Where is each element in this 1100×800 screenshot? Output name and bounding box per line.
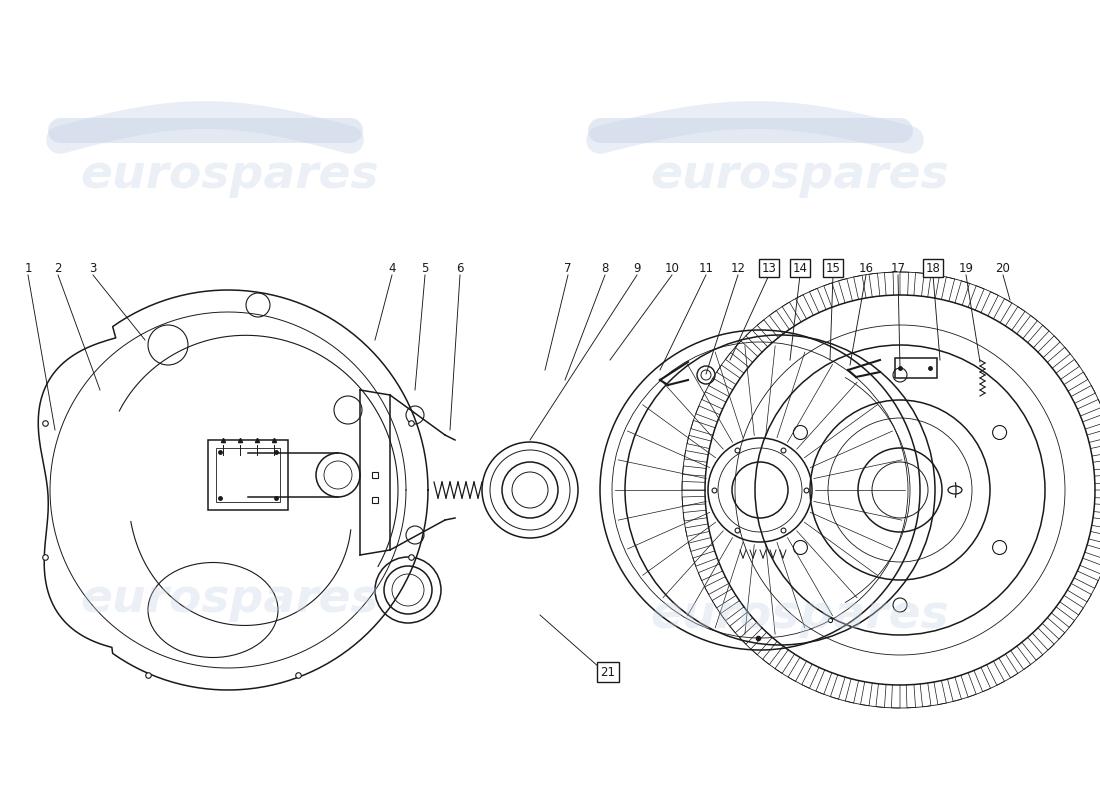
Text: 21: 21 bbox=[601, 666, 616, 678]
Text: 1: 1 bbox=[24, 262, 32, 274]
Text: 2: 2 bbox=[54, 262, 62, 274]
Text: 17: 17 bbox=[891, 262, 905, 274]
Text: 8: 8 bbox=[602, 262, 608, 274]
Text: eurospares: eurospares bbox=[651, 153, 949, 198]
Text: 11: 11 bbox=[698, 262, 714, 274]
Text: 7: 7 bbox=[564, 262, 572, 274]
Text: 3: 3 bbox=[89, 262, 97, 274]
Text: 5: 5 bbox=[421, 262, 429, 274]
Text: 4: 4 bbox=[388, 262, 396, 274]
Text: 19: 19 bbox=[958, 262, 974, 274]
Text: 15: 15 bbox=[826, 262, 840, 274]
Text: 20: 20 bbox=[996, 262, 1011, 274]
Text: 18: 18 bbox=[925, 262, 940, 274]
Text: 6: 6 bbox=[456, 262, 464, 274]
Bar bbox=[895, 358, 937, 378]
Text: 12: 12 bbox=[730, 262, 746, 274]
Text: eurospares: eurospares bbox=[651, 593, 949, 638]
Text: 13: 13 bbox=[761, 262, 777, 274]
Text: 10: 10 bbox=[664, 262, 680, 274]
Text: 9: 9 bbox=[634, 262, 640, 274]
Bar bbox=[208, 440, 288, 510]
Text: 16: 16 bbox=[858, 262, 873, 274]
Text: eurospares: eurospares bbox=[80, 578, 380, 622]
Bar bbox=[216, 448, 280, 502]
Text: eurospares: eurospares bbox=[80, 153, 380, 198]
Text: 14: 14 bbox=[792, 262, 807, 274]
